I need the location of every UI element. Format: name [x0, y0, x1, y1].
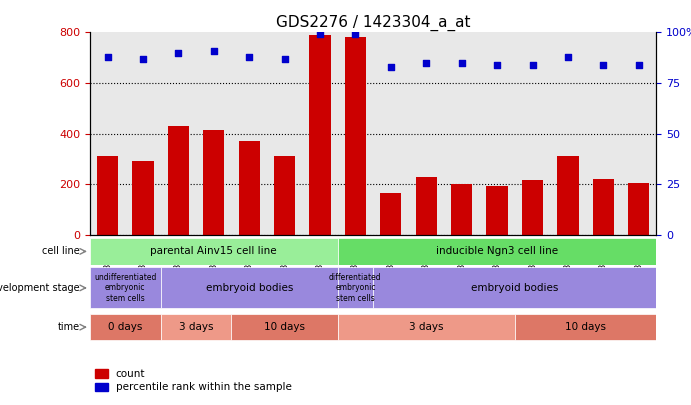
- Bar: [380, 193, 401, 235]
- Bar: [274, 156, 295, 235]
- Text: cell line: cell line: [41, 246, 79, 256]
- Bar: [132, 162, 153, 235]
- Bar: [415, 177, 437, 235]
- Point: [386, 64, 397, 70]
- Text: 10 days: 10 days: [264, 322, 305, 332]
- Point: [102, 53, 113, 60]
- Text: 10 days: 10 days: [565, 322, 606, 332]
- Point: [173, 49, 184, 56]
- Text: differentiated
embryonic
stem cells: differentiated embryonic stem cells: [329, 273, 381, 303]
- Bar: [90, 314, 160, 340]
- Text: parental Ainv15 cell line: parental Ainv15 cell line: [151, 246, 277, 256]
- Point: [527, 62, 538, 68]
- Point: [633, 62, 644, 68]
- Text: development stage: development stage: [0, 283, 79, 293]
- Point: [279, 55, 290, 62]
- Bar: [97, 156, 118, 235]
- Bar: [90, 238, 338, 264]
- Bar: [515, 314, 656, 340]
- Bar: [338, 267, 373, 308]
- Bar: [203, 130, 225, 235]
- Bar: [522, 181, 543, 235]
- Text: 3 days: 3 days: [179, 322, 214, 332]
- Bar: [238, 141, 260, 235]
- Text: embryoid bodies: embryoid bodies: [471, 283, 558, 293]
- Bar: [168, 126, 189, 235]
- Point: [350, 31, 361, 38]
- Text: undifferentiated
embryonic
stem cells: undifferentiated embryonic stem cells: [94, 273, 156, 303]
- Bar: [593, 179, 614, 235]
- Text: embryoid bodies: embryoid bodies: [205, 283, 293, 293]
- Bar: [373, 267, 656, 308]
- Bar: [310, 35, 330, 235]
- Title: GDS2276 / 1423304_a_at: GDS2276 / 1423304_a_at: [276, 15, 471, 31]
- Point: [138, 55, 149, 62]
- Point: [208, 47, 219, 54]
- Bar: [557, 156, 578, 235]
- Point: [491, 62, 502, 68]
- Text: 0 days: 0 days: [108, 322, 142, 332]
- Text: 3 days: 3 days: [409, 322, 444, 332]
- Point: [314, 31, 325, 38]
- Bar: [486, 185, 508, 235]
- Text: time: time: [57, 322, 79, 332]
- Text: inducible Ngn3 cell line: inducible Ngn3 cell line: [436, 246, 558, 256]
- Bar: [338, 238, 656, 264]
- Point: [456, 60, 467, 66]
- Bar: [338, 314, 515, 340]
- Bar: [160, 314, 231, 340]
- Point: [421, 60, 432, 66]
- Bar: [345, 37, 366, 235]
- Point: [244, 53, 255, 60]
- Point: [562, 53, 574, 60]
- Bar: [628, 183, 650, 235]
- Bar: [231, 314, 338, 340]
- Point: [598, 62, 609, 68]
- Legend: count, percentile rank within the sample: count, percentile rank within the sample: [95, 369, 292, 392]
- Bar: [160, 267, 338, 308]
- Bar: [90, 267, 160, 308]
- Bar: [451, 184, 472, 235]
